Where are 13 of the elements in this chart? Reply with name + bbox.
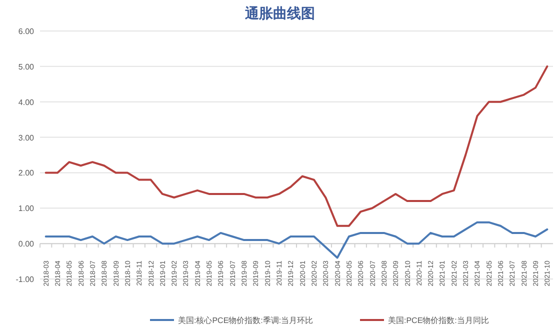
chart-title: 通胀曲线图 [244,5,315,21]
y-tick-label: 4.00 [18,98,35,107]
y-tick-label: 6.00 [18,27,35,36]
legend-label: 美国:PCE物价指数:当月同比 [388,316,489,325]
legend-label: 美国:核心PCE物价指数:季调:当月环比 [178,316,314,325]
y-tick-label: 1.00 [18,204,35,214]
y-tick-label: 3.00 [18,133,35,142]
y-tick-label: 0.00 [18,240,35,249]
y-tick-label: -1.00 [16,275,35,284]
y-tick-label: 2.00 [18,168,35,178]
line-series [44,65,548,227]
y-tick-label: 5.00 [18,62,35,72]
line-series [44,221,548,259]
